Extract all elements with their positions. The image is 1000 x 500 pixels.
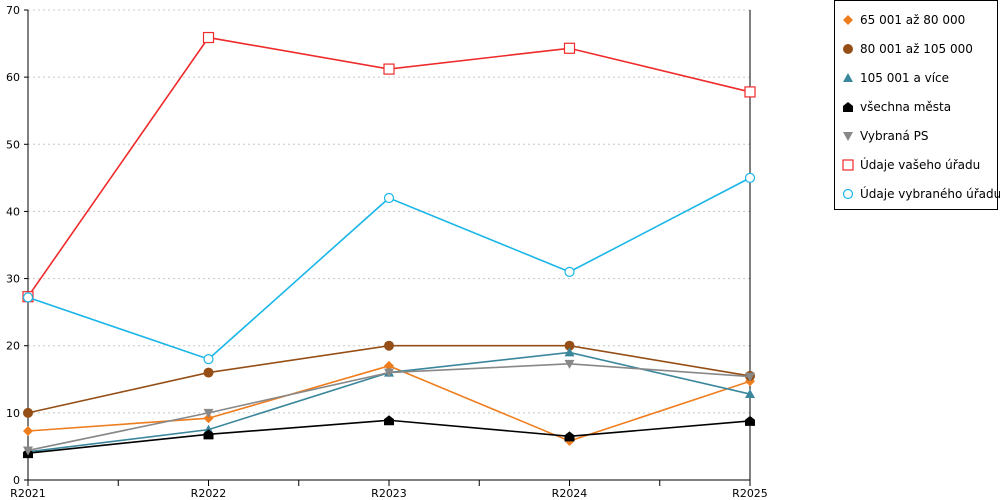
data-point <box>23 425 33 436</box>
x-tick-label: R2025 <box>732 487 768 500</box>
data-point <box>843 44 853 54</box>
x-tick-label: R2023 <box>371 487 407 500</box>
legend-marker-icon <box>842 159 854 171</box>
series <box>22 172 756 365</box>
data-point <box>203 354 214 365</box>
data-point <box>842 188 854 200</box>
series-line <box>27 177 751 361</box>
data-point <box>564 347 575 357</box>
data-point <box>843 73 853 82</box>
series-line <box>27 36 751 298</box>
data-point <box>203 429 214 440</box>
y-tick-label: 40 <box>6 205 20 218</box>
legend-label: 80 001 až 105 000 <box>860 42 973 56</box>
legend-item: 105 001 a více <box>841 68 949 88</box>
data-point <box>23 407 33 418</box>
data-point <box>383 63 395 75</box>
data-point <box>563 42 576 54</box>
legend-marker-icon <box>843 102 853 112</box>
legend-item: 65 001 až 80 000 <box>841 10 965 30</box>
axes: 0 10 20 30 40 50 60 70 R2021 R2022 R2023 R2024 R2025 <box>6 4 768 500</box>
series <box>23 340 755 418</box>
data-point <box>843 15 853 25</box>
legend-marker-icon <box>843 132 853 141</box>
x-tick-label: R2024 <box>552 487 588 500</box>
data-point <box>745 389 755 399</box>
legend-item: 80 001 až 105 000 <box>841 39 973 59</box>
data-point <box>564 266 575 277</box>
y-tick-label: 20 <box>6 340 20 353</box>
legend-label: 65 001 až 80 000 <box>860 13 966 27</box>
legend-item: Údaje vašeho úřadu <box>841 155 980 175</box>
y-tick-label: 60 <box>6 71 20 84</box>
data-point <box>22 292 34 303</box>
data-point <box>384 415 394 426</box>
data-point <box>383 192 395 204</box>
series <box>22 31 756 303</box>
data-point <box>744 172 756 183</box>
legend-label: Údaje vašeho úřadu <box>860 158 981 172</box>
data-point <box>843 102 853 112</box>
legend-marker-icon <box>843 44 853 54</box>
data-point <box>23 446 33 456</box>
y-tick-label: 50 <box>6 138 20 151</box>
series-line <box>27 344 751 414</box>
series-layer <box>22 31 756 459</box>
data-point <box>745 415 755 426</box>
y-tick-label: 70 <box>6 4 20 17</box>
x-tick-label: R2022 <box>191 487 227 500</box>
legend-label: všechna města <box>860 100 952 114</box>
legend: 65 001 až 80 000 80 001 až 105 000 105 001… <box>834 0 1000 210</box>
y-tick-label: 10 <box>6 407 20 420</box>
data-point <box>203 367 214 378</box>
legend-marker-icon <box>842 188 854 200</box>
data-point <box>384 368 394 378</box>
data-point <box>842 159 854 171</box>
legend-marker-icon <box>843 15 853 25</box>
legend-label: 105 001 a více <box>860 71 950 85</box>
legend-label: Vybraná PS <box>860 129 929 143</box>
series <box>23 359 755 456</box>
grid <box>28 9 750 414</box>
legend-marker-icon <box>843 73 853 82</box>
x-tick-label: R2021 <box>10 487 46 500</box>
legend-item: Vybraná PS <box>841 126 929 146</box>
data-point <box>384 340 394 351</box>
data-point <box>384 360 394 371</box>
data-point <box>202 31 215 44</box>
series <box>23 415 755 459</box>
y-tick-label: 30 <box>6 273 20 286</box>
data-point <box>745 372 755 382</box>
data-point <box>564 340 575 351</box>
legend-item: Údaje vybraného úřadu <box>841 184 1000 204</box>
data-point <box>564 431 575 442</box>
data-point <box>843 132 853 141</box>
y-tick-label: 0 <box>13 474 20 487</box>
legend-item: všechna města <box>841 97 951 117</box>
legend-label: Údaje vybraného úřadu <box>860 187 1000 201</box>
data-point <box>744 86 756 98</box>
data-point <box>564 359 575 369</box>
data-point <box>203 413 214 424</box>
data-point <box>203 408 214 418</box>
